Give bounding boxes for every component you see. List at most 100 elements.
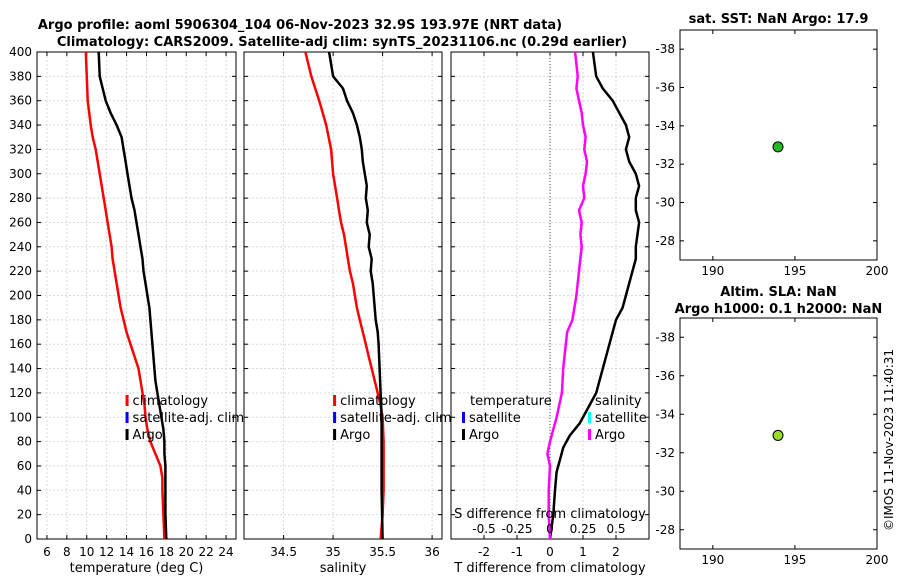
- x-tick-label: 18: [159, 545, 174, 559]
- legend-swatch: [333, 412, 337, 423]
- y-tick-label: -32: [655, 157, 675, 171]
- y-tick-label: 180: [9, 313, 32, 327]
- y-tick-label: -28: [655, 234, 675, 248]
- x-tick-label: 14: [119, 545, 134, 559]
- imos-stamp: ©IMOS 11-Nov-2023 11:40:31: [882, 349, 896, 531]
- y-tick-label: -34: [655, 119, 675, 133]
- s-tick-label: 0.25: [570, 522, 597, 536]
- legend-swatch: [588, 429, 591, 440]
- x-tick-label: 190: [701, 264, 724, 278]
- argo-salinity-difference-line: [546, 51, 589, 540]
- x-tick-label: 190: [701, 553, 724, 567]
- x-tick-label: -1: [511, 545, 523, 559]
- legend-label: Argo: [133, 428, 163, 443]
- y-tick-label: 140: [9, 362, 32, 376]
- legend-heading-temperature: temperature: [470, 394, 552, 409]
- y-tick-label: 360: [9, 94, 32, 108]
- figure-title-line1: Argo profile: aoml 5906304_104 06-Nov-20…: [38, 18, 562, 33]
- y-tick-label: -36: [655, 369, 675, 383]
- s-tick-label: -0.25: [501, 522, 532, 536]
- sst-map-panel: 190 195 200 -28 -30 -32 -34 -36 -38 sat. SST: NaN…: [655, 12, 888, 278]
- argo-salinity-line: [327, 51, 384, 540]
- legend-label: satellite-adj. clim: [133, 411, 245, 426]
- x-tick-label: -2: [478, 545, 490, 559]
- y-tick-label: 80: [17, 435, 32, 449]
- legend-label: Argo: [595, 428, 625, 443]
- y-tick-label: 380: [9, 69, 32, 83]
- y-tick-label: 100: [9, 410, 32, 424]
- x-tick-label: 1: [579, 545, 587, 559]
- y-tick-label: 160: [9, 337, 32, 351]
- x-tick-label: 20: [179, 545, 194, 559]
- x-tick-label: 2: [612, 545, 620, 559]
- y-tick-label: -28: [655, 523, 675, 537]
- y-tick-label: -32: [655, 446, 675, 460]
- salinity-panel: 34.5 35 35.5 36 salinity climatology satellite…: [243, 51, 452, 576]
- x-axis-label: T difference from climatology: [453, 561, 646, 576]
- x-tick-label: 200: [866, 264, 889, 278]
- legend-swatch: [588, 412, 591, 423]
- legend-swatch: [333, 429, 337, 440]
- y-tick-label: 60: [17, 459, 32, 473]
- argo-temperature-line: [97, 51, 168, 540]
- x-tick-label: 16: [139, 545, 154, 559]
- legend-swatch: [125, 429, 129, 440]
- x-tick-label: 24: [218, 545, 233, 559]
- y-tick-label: 240: [9, 240, 32, 254]
- y-tick-label: 200: [9, 289, 32, 303]
- s-tick-label: -0.5: [472, 522, 495, 536]
- y-tick-label: -36: [655, 81, 675, 95]
- x-tick-label: 6: [43, 545, 51, 559]
- legend-label: climatology: [133, 394, 209, 409]
- argo-temperature-difference-line: [548, 51, 641, 540]
- legend-swatch: [462, 429, 465, 440]
- s-tick-label: 0.5: [606, 522, 625, 536]
- y-tick-label: 260: [9, 215, 32, 229]
- x-tick-label: 34.5: [270, 545, 297, 559]
- legend-heading-salinity: salinity: [595, 394, 642, 409]
- y-tick-label: -38: [655, 330, 675, 344]
- y-tick-label: 120: [9, 386, 32, 400]
- y-tick-label: -30: [655, 484, 675, 498]
- legend-label: Argo: [340, 428, 370, 443]
- x-tick-label: 36: [424, 545, 439, 559]
- x-tick-label: 12: [99, 545, 114, 559]
- s-tick-label: 0: [546, 522, 554, 536]
- x-tick-label: 195: [783, 264, 806, 278]
- x-axis-label: salinity: [320, 561, 367, 576]
- x-tick-label: 195: [783, 553, 806, 567]
- temperature-panel: 6 8 10 12 14 16 18 20 22 240204060801001201401601…: [9, 45, 244, 576]
- map-subtitle: Argo h1000: 0.1 h2000: NaN: [675, 302, 883, 317]
- float-position-marker: [772, 141, 784, 153]
- legend-label: climatology: [340, 394, 416, 409]
- legend-label: satellite-adj. clim: [340, 411, 452, 426]
- sla-map-panel: 190 195 200 -28 -30 -32 -34 -36 -38 Altim. SLA: N…: [655, 285, 888, 567]
- x-tick-label: 0: [546, 545, 554, 559]
- y-tick-label: -34: [655, 407, 675, 421]
- legend-swatch: [125, 412, 129, 423]
- y-tick-label: 40: [17, 483, 32, 497]
- legend-label: Argo: [469, 428, 499, 443]
- y-tick-label: 280: [9, 191, 32, 205]
- legend-swatch: [125, 395, 129, 406]
- x-axis-label: temperature (deg C): [70, 561, 204, 576]
- climatology-temperature-line: [84, 51, 166, 540]
- legend-swatch: [333, 395, 337, 406]
- figure-title-line2: Climatology: CARS2009. Satellite-adj cli…: [57, 35, 627, 50]
- y-tick-label: 0: [24, 532, 32, 546]
- legend-label: satellite: [469, 411, 521, 426]
- x-tick-label: 8: [63, 545, 71, 559]
- x-tick-label: 22: [199, 545, 214, 559]
- s-axis-label: S difference from climatology: [454, 507, 646, 522]
- map-title: Altim. SLA: NaN: [720, 285, 836, 300]
- x-tick-label: 10: [79, 545, 94, 559]
- float-position-marker: [772, 429, 784, 441]
- y-tick-label: 220: [9, 264, 32, 278]
- y-tick-label: 340: [9, 118, 32, 132]
- x-tick-label: 35: [325, 545, 340, 559]
- y-tick-label: 320: [9, 142, 32, 156]
- x-tick-label: 35.5: [369, 545, 396, 559]
- y-tick-label: 20: [17, 508, 32, 522]
- y-tick-label: -30: [655, 196, 675, 210]
